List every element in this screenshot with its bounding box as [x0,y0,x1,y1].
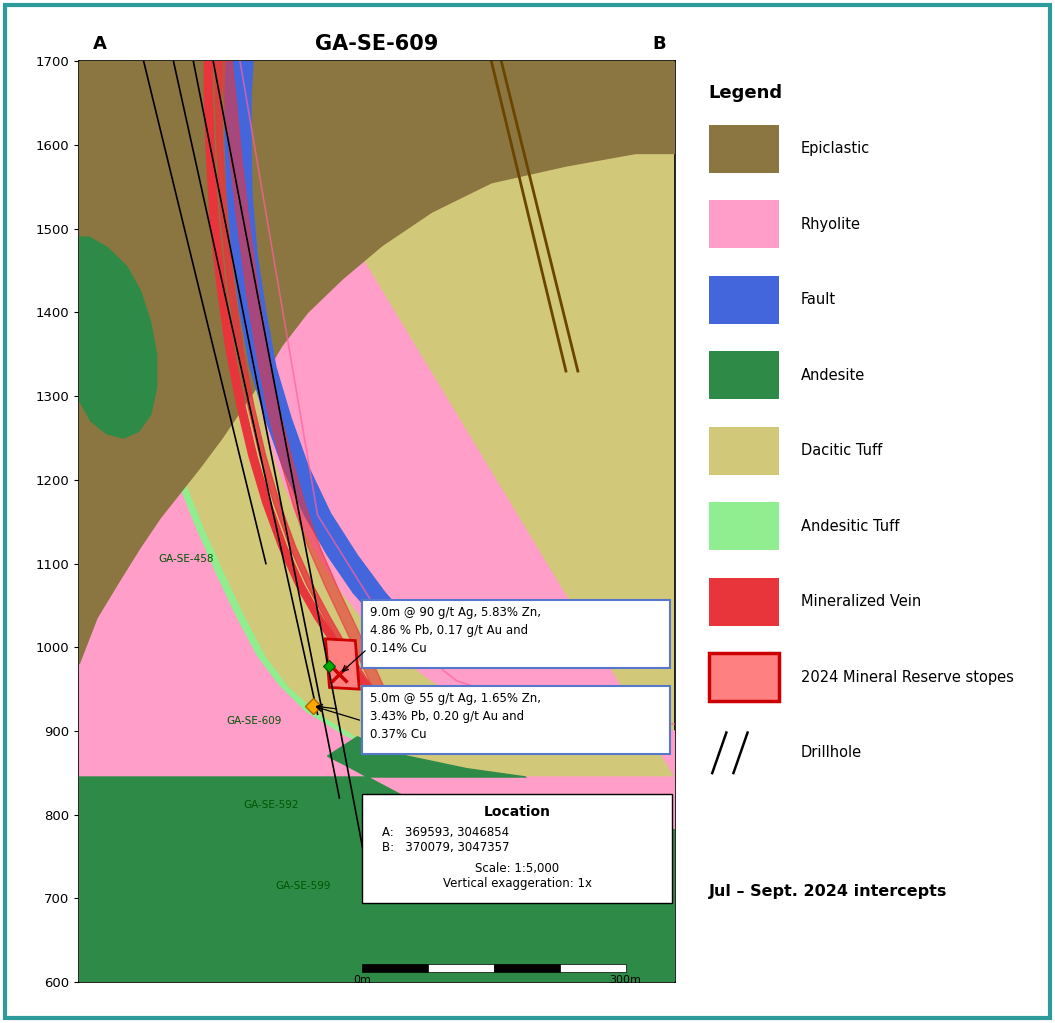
Bar [709,654,780,702]
Bar [362,685,670,754]
Text: 0m: 0m [353,975,371,984]
Bar [709,201,780,249]
Title: GA-SE-609: GA-SE-609 [315,34,439,54]
Bar [560,964,626,972]
Bar [709,578,780,626]
Polygon shape [215,61,380,698]
Text: Legend: Legend [709,85,783,102]
Polygon shape [326,639,360,690]
Bar [709,351,780,399]
Bar [362,599,670,668]
Text: B: B [653,35,666,53]
Bar [428,964,494,972]
Text: 9.0m @ 90 g/t Ag, 5.83% Zn,
4.86 % Pb, 0.17 g/t Au and
0.14% Cu: 9.0m @ 90 g/t Ag, 5.83% Zn, 4.86 % Pb, 0… [370,607,541,656]
Bar [709,502,780,550]
Bar [709,276,780,323]
Bar [709,427,780,475]
Bar [362,794,672,902]
Text: Andesite: Andesite [801,368,865,383]
Text: 5.0m @ 55 g/t Ag, 1.65% Zn,
3.43% Pb, 0.20 g/t Au and
0.37% Cu: 5.0m @ 55 g/t Ag, 1.65% Zn, 3.43% Pb, 0.… [370,693,541,742]
Text: Dacitic Tuff: Dacitic Tuff [801,443,882,458]
Polygon shape [205,61,396,722]
Polygon shape [79,61,675,982]
Polygon shape [220,61,403,731]
Text: A: A [93,35,108,53]
Text: 2024 Mineral Reserve stopes: 2024 Mineral Reserve stopes [801,670,1014,684]
Text: Epiclastic: Epiclastic [801,141,869,157]
Polygon shape [79,237,156,438]
Text: GA-SE-599: GA-SE-599 [275,881,331,891]
Text: Vertical exaggeration: 1x: Vertical exaggeration: 1x [443,878,592,890]
Bar [709,125,780,173]
Text: GA-SE-609: GA-SE-609 [226,716,282,726]
Polygon shape [79,737,675,982]
Text: Scale: 1:5,000: Scale: 1:5,000 [475,862,559,876]
Text: B:   370079, 3047357: B: 370079, 3047357 [382,841,510,853]
Polygon shape [79,61,675,982]
Text: Fault: Fault [801,293,836,307]
Bar [494,964,560,972]
Text: GA-SE-458: GA-SE-458 [158,554,214,565]
Bar [362,964,428,972]
Text: Mineralized Vein: Mineralized Vein [801,594,921,610]
Text: Jul – Sept. 2024 intercepts: Jul – Sept. 2024 intercepts [709,884,947,898]
Polygon shape [225,61,447,656]
Text: Andesitic Tuff: Andesitic Tuff [801,519,899,534]
Polygon shape [79,237,675,982]
Text: 300m: 300m [610,975,641,984]
Text: GA-SE-592: GA-SE-592 [243,800,299,809]
Text: Drillhole: Drillhole [801,746,862,760]
Polygon shape [79,61,675,664]
Text: Location: Location [484,805,551,819]
Text: A:   369593, 3046854: A: 369593, 3046854 [382,826,510,839]
Text: Rhyolite: Rhyolite [801,217,861,232]
